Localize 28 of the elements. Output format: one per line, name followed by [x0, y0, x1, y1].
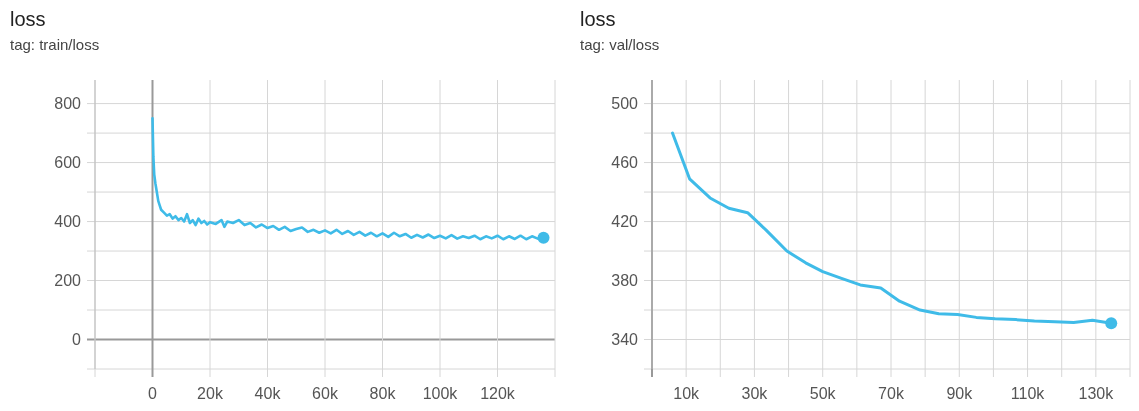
- x-tick-label: 30k: [741, 385, 769, 402]
- x-tick-label: 50k: [809, 385, 837, 402]
- x-tick-label: 80k: [369, 385, 397, 402]
- y-tick-label: 340: [611, 331, 639, 349]
- chart-title: loss: [10, 8, 46, 30]
- x-tick-label: 90k: [946, 385, 974, 402]
- x-tick-label: 20k: [197, 385, 224, 402]
- x-tick-label: 120k: [480, 385, 516, 402]
- y-tick-label: 400: [54, 213, 82, 231]
- y-tick-label: 420: [611, 213, 639, 231]
- x-tick-label: 110k: [1010, 385, 1046, 402]
- x-tick-label: 0: [148, 385, 158, 402]
- y-tick-label: 0: [72, 331, 82, 349]
- y-tick-label: 500: [611, 95, 639, 113]
- y-tick-label: 800: [54, 95, 82, 113]
- y-tick-label: 460: [611, 154, 639, 172]
- x-tick-label: 100k: [422, 385, 459, 402]
- y-tick-label: 600: [54, 154, 82, 172]
- y-tick-label: 380: [611, 272, 639, 290]
- x-tick-label: 130k: [1078, 385, 1115, 402]
- chart-subtitle: tag: train/loss: [10, 36, 100, 53]
- chart-subtitle: tag: val/loss: [580, 36, 660, 53]
- x-tick-label: 40k: [254, 385, 282, 402]
- y-tick-label: 200: [54, 272, 82, 290]
- x-tick-label: 60k: [312, 385, 339, 402]
- x-tick-label: 10k: [673, 385, 701, 402]
- x-tick-label: 70k: [878, 385, 905, 402]
- chart-title: loss: [580, 8, 616, 30]
